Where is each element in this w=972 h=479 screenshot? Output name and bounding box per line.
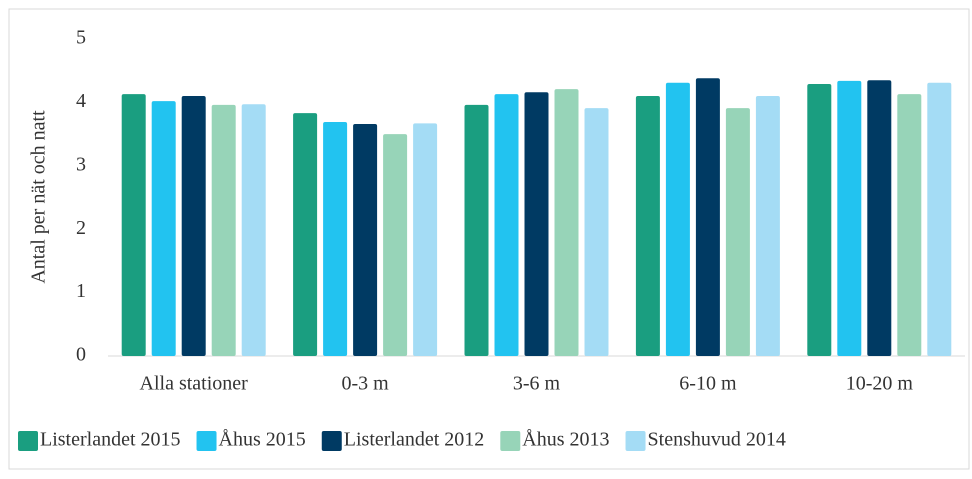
bar — [807, 84, 832, 356]
bar — [413, 123, 438, 357]
bar — [665, 82, 690, 356]
x-tick-label: 6-10 m — [679, 373, 737, 395]
bar — [695, 78, 720, 357]
bar — [353, 123, 378, 357]
bar — [554, 89, 579, 356]
bar — [464, 104, 489, 356]
y-tick-label: 4 — [76, 90, 86, 112]
legend-label: Listerlandet 2012 — [344, 429, 485, 451]
legend-swatch — [625, 431, 646, 451]
bar — [241, 104, 266, 356]
bar — [121, 94, 146, 357]
x-tick-label: 0-3 m — [341, 373, 389, 395]
x-tick-label: 3-6 m — [513, 373, 561, 395]
legend-swatch — [321, 431, 342, 451]
bar — [725, 108, 750, 356]
bar — [927, 82, 952, 356]
bar — [867, 80, 892, 357]
y-tick-label: 3 — [76, 153, 86, 175]
legend-swatch — [18, 431, 38, 451]
legend-swatch — [196, 431, 217, 451]
bar — [755, 96, 780, 356]
bar — [293, 113, 318, 356]
y-tick-label: 1 — [76, 280, 86, 302]
x-tick-label: 10-20 m — [846, 373, 914, 395]
y-tick-label: 0 — [76, 344, 86, 366]
y-tick-label: 2 — [76, 217, 86, 239]
bar — [837, 80, 862, 357]
legend-label: Åhus 2013 — [522, 429, 609, 451]
bar — [383, 134, 408, 356]
bar — [635, 96, 660, 356]
bar — [494, 94, 519, 357]
legend-label: Listerlandet 2015 — [40, 429, 181, 451]
legend-label: Stenshuvud 2014 — [648, 429, 786, 451]
bar — [211, 104, 236, 356]
legend-label: Åhus 2015 — [219, 429, 306, 451]
y-tick-label: 5 — [76, 27, 86, 49]
bar — [897, 94, 922, 357]
y-axis-label: Antal per nät och natt — [28, 110, 50, 284]
bar — [584, 108, 609, 356]
bar — [524, 92, 549, 357]
x-tick-label: Alla stationer — [140, 373, 249, 395]
bar — [151, 101, 176, 356]
chart-frame — [8, 8, 970, 470]
bar — [181, 96, 206, 356]
bar — [323, 122, 348, 356]
legend-swatch — [500, 431, 521, 451]
